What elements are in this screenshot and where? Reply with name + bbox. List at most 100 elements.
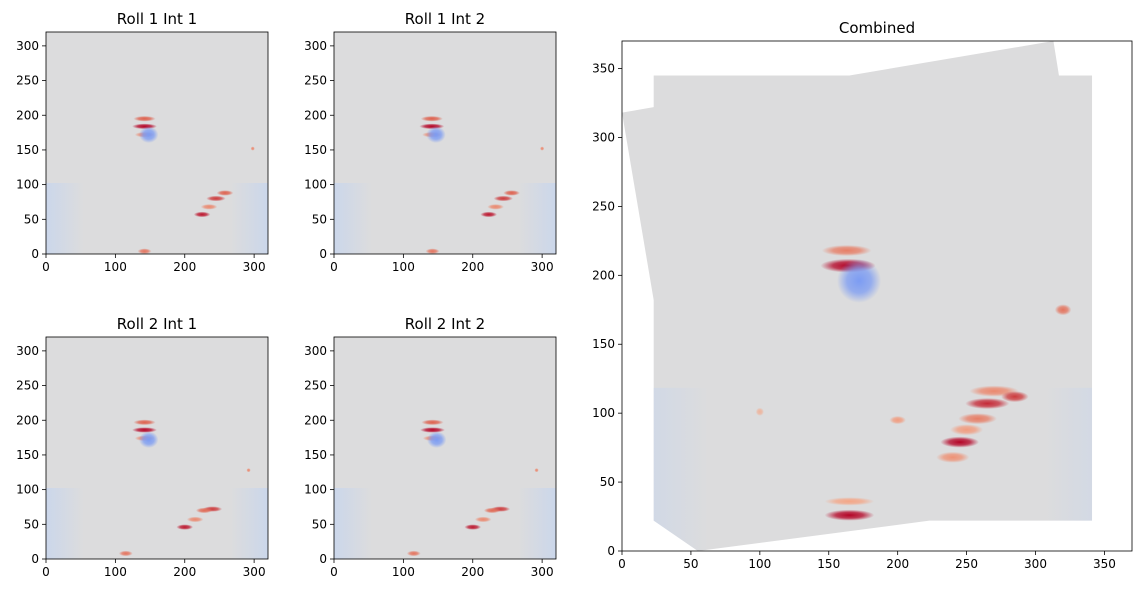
subplot-title: Roll 2 Int 1 <box>117 315 197 333</box>
heatmap-blob <box>195 507 213 514</box>
heatmap-blob <box>421 419 444 426</box>
y-tick-label: 50 <box>600 475 615 489</box>
x-tick-label: 200 <box>173 565 196 579</box>
x-tick-label: 100 <box>748 557 771 571</box>
y-tick-label: 300 <box>16 344 39 358</box>
edge-shade-left <box>46 182 84 254</box>
heatmap-blob <box>176 524 194 530</box>
edge-shade-right <box>518 182 556 254</box>
edge-shade-right <box>1045 387 1093 551</box>
heatmap-blob <box>936 451 970 463</box>
x-tick-label: 100 <box>104 565 127 579</box>
subplot-title: Combined <box>839 19 915 37</box>
x-tick-label: 100 <box>392 565 415 579</box>
heatmap-blob <box>133 115 156 122</box>
heatmap-blob <box>950 424 984 436</box>
heatmap-image <box>334 337 556 559</box>
edge-shade-left <box>334 487 372 559</box>
y-tick-label: 0 <box>319 247 327 261</box>
y-tick-label: 150 <box>304 143 327 157</box>
x-tick-label: 0 <box>42 260 50 274</box>
heatmap-blob <box>534 468 539 473</box>
y-tick-label: 300 <box>304 39 327 53</box>
heatmap-blob <box>216 190 234 196</box>
y-tick-label: 250 <box>16 74 39 88</box>
y-tick-label: 250 <box>304 74 327 88</box>
heatmap-blob <box>940 436 979 448</box>
y-tick-label: 50 <box>24 212 39 226</box>
x-tick-label: 200 <box>173 260 196 274</box>
axes-frame <box>45 31 269 255</box>
x-tick-label: 0 <box>330 260 338 274</box>
subplot-1: 0 100 200 300 0 50 100 150 200 250 300 Roll 1 Int 1 <box>16 10 269 274</box>
heatmap-blob <box>132 427 157 433</box>
heatmap-blob <box>406 550 421 557</box>
heatmap-blob <box>480 211 498 218</box>
heatmap-blob <box>821 245 872 257</box>
heatmap-blob <box>824 497 875 506</box>
heatmap-blob <box>889 415 906 425</box>
x-tick-label: 100 <box>104 260 127 274</box>
heatmap-blob <box>138 431 159 448</box>
axes-frame <box>621 40 1133 552</box>
x-tick-label: 100 <box>392 260 415 274</box>
edge-shade-right <box>230 487 268 559</box>
y-tick-label: 250 <box>304 379 327 393</box>
x-tick-label: 200 <box>886 557 909 571</box>
heatmap-blob <box>137 248 152 254</box>
axes-frame <box>333 31 557 255</box>
heatmap-blob <box>426 126 446 143</box>
heatmap-blob <box>493 195 513 202</box>
x-tick-label: 350 <box>1093 557 1116 571</box>
x-tick-label: 0 <box>330 565 338 579</box>
heatmap-blob <box>474 516 492 523</box>
heatmap-blob <box>965 398 1010 410</box>
y-tick-label: 50 <box>312 212 327 226</box>
y-tick-label: 150 <box>16 143 39 157</box>
subplot-title: Roll 2 Int 2 <box>405 315 485 333</box>
heatmap-blob <box>246 468 251 473</box>
subplot-3: 0 100 200 300 0 50 100 150 200 250 300 Roll 2 Int 1 <box>16 315 269 579</box>
y-tick-label: 150 <box>592 337 615 351</box>
y-tick-label: 100 <box>16 483 39 497</box>
subplot-title: Roll 1 Int 1 <box>117 10 197 28</box>
heatmap-blob <box>420 427 446 433</box>
heatmap-blob <box>206 195 226 202</box>
edge-shade-right <box>518 487 556 559</box>
heatmap-blob <box>483 507 501 514</box>
heatmap-blob <box>464 524 482 530</box>
y-tick-label: 350 <box>592 62 615 76</box>
x-tick-label: 300 <box>243 565 266 579</box>
y-tick-label: 200 <box>16 413 39 427</box>
edge-shade-left <box>334 182 372 254</box>
heatmap-image <box>334 32 556 254</box>
y-tick-label: 0 <box>319 552 327 566</box>
y-tick-label: 300 <box>304 344 327 358</box>
x-tick-label: 300 <box>1024 557 1047 571</box>
y-tick-label: 200 <box>304 108 327 122</box>
y-tick-label: 50 <box>24 517 39 531</box>
y-tick-label: 0 <box>31 552 39 566</box>
x-tick-label: 0 <box>618 557 626 571</box>
y-tick-label: 200 <box>304 413 327 427</box>
x-tick-label: 250 <box>955 557 978 571</box>
y-tick-label: 300 <box>592 130 615 144</box>
heatmap-blob <box>193 211 211 218</box>
heatmap-image <box>622 41 1093 551</box>
heatmap-blob <box>200 204 218 210</box>
heatmap-blob <box>426 431 447 448</box>
heatmap-image <box>46 337 268 559</box>
y-tick-label: 100 <box>16 178 39 192</box>
heatmap-blob <box>958 413 997 425</box>
heatmap-blob <box>487 204 504 210</box>
heatmap-blob <box>755 407 764 416</box>
edge-shade-left <box>46 487 84 559</box>
heatmap-blob <box>503 190 520 196</box>
y-tick-label: 250 <box>592 199 615 213</box>
x-tick-label: 200 <box>461 565 484 579</box>
y-tick-label: 100 <box>592 406 615 420</box>
y-tick-label: 300 <box>16 39 39 53</box>
heatmap-image <box>46 32 268 254</box>
subplot-2: 0 100 200 300 0 50 100 150 200 250 300 Roll 1 Int 2 <box>304 10 557 274</box>
x-tick-label: 300 <box>531 260 554 274</box>
